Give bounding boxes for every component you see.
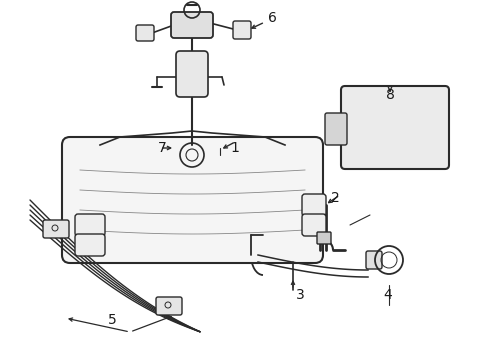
Text: 2: 2	[331, 191, 340, 205]
FancyBboxPatch shape	[156, 297, 182, 315]
Text: 4: 4	[384, 288, 392, 302]
FancyBboxPatch shape	[233, 21, 251, 39]
FancyBboxPatch shape	[136, 25, 154, 41]
FancyBboxPatch shape	[75, 234, 105, 256]
FancyBboxPatch shape	[171, 12, 213, 38]
Text: 5: 5	[108, 313, 117, 327]
FancyBboxPatch shape	[176, 51, 208, 97]
FancyBboxPatch shape	[62, 137, 323, 263]
FancyBboxPatch shape	[325, 113, 347, 145]
Text: 6: 6	[268, 11, 276, 25]
Text: 7: 7	[158, 141, 167, 155]
FancyBboxPatch shape	[302, 214, 326, 236]
FancyBboxPatch shape	[43, 220, 69, 238]
Text: 1: 1	[231, 141, 240, 155]
Text: 8: 8	[386, 88, 394, 102]
FancyBboxPatch shape	[317, 232, 331, 244]
Text: 3: 3	[295, 288, 304, 302]
FancyBboxPatch shape	[302, 194, 326, 216]
FancyBboxPatch shape	[341, 86, 449, 169]
FancyBboxPatch shape	[366, 251, 382, 269]
FancyBboxPatch shape	[75, 214, 105, 236]
